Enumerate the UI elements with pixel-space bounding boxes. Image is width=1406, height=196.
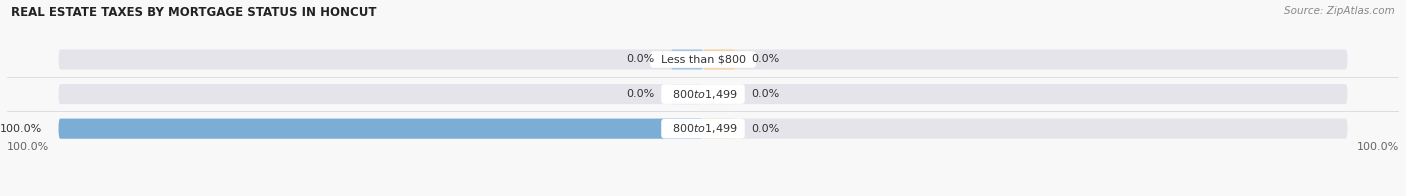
- Text: Source: ZipAtlas.com: Source: ZipAtlas.com: [1284, 6, 1395, 16]
- Text: 0.0%: 0.0%: [751, 89, 779, 99]
- Text: 0.0%: 0.0%: [751, 124, 779, 134]
- FancyBboxPatch shape: [59, 49, 1347, 70]
- FancyBboxPatch shape: [59, 84, 1347, 104]
- Text: Less than $800: Less than $800: [654, 54, 752, 64]
- Text: $800 to $1,499: $800 to $1,499: [665, 88, 741, 101]
- Text: 0.0%: 0.0%: [627, 89, 655, 99]
- FancyBboxPatch shape: [59, 119, 1347, 139]
- Text: 0.0%: 0.0%: [751, 54, 779, 64]
- FancyBboxPatch shape: [703, 119, 735, 139]
- Text: REAL ESTATE TAXES BY MORTGAGE STATUS IN HONCUT: REAL ESTATE TAXES BY MORTGAGE STATUS IN …: [11, 6, 377, 19]
- FancyBboxPatch shape: [703, 84, 735, 104]
- FancyBboxPatch shape: [703, 49, 735, 70]
- FancyBboxPatch shape: [671, 84, 703, 104]
- FancyBboxPatch shape: [671, 49, 703, 70]
- Text: 100.0%: 100.0%: [0, 124, 42, 134]
- Text: 100.0%: 100.0%: [7, 142, 49, 152]
- Text: 100.0%: 100.0%: [1357, 142, 1399, 152]
- Text: $800 to $1,499: $800 to $1,499: [665, 122, 741, 135]
- FancyBboxPatch shape: [59, 119, 703, 139]
- Text: 0.0%: 0.0%: [627, 54, 655, 64]
